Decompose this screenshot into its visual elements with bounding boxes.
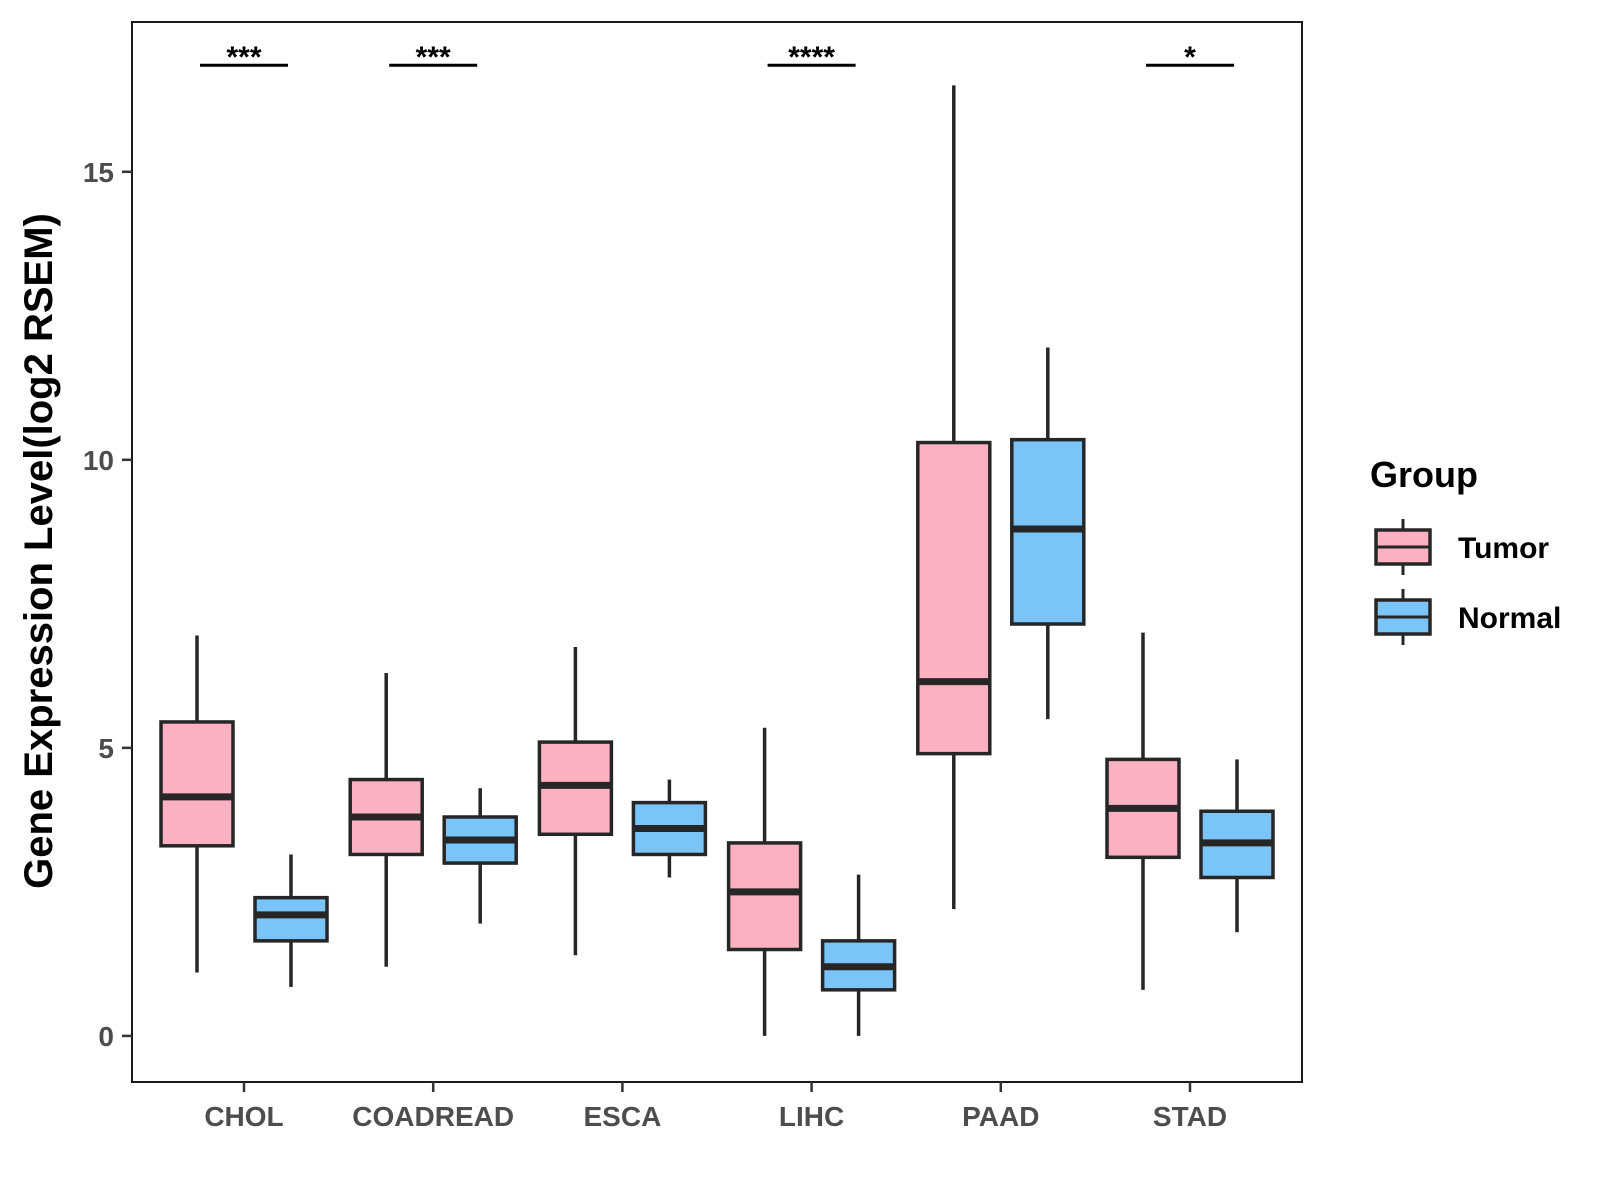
box-normal-stad [1199,759,1275,933]
legend-title: Group [1370,454,1478,495]
box-tumor-stad [1105,632,1181,990]
legend-item-normal: Normal [1374,589,1561,645]
y-tick-label: 10 [83,445,114,476]
box-tumor-paad [916,85,992,910]
box-body [253,895,329,943]
legend-label: Normal [1458,602,1561,635]
box-body [159,720,235,848]
box-tumor-chol [159,635,235,973]
box-normal-coadread [442,788,518,924]
x-tick-label: CHOL [204,1101,283,1132]
x-tick-label: LIHC [779,1101,844,1132]
box-tumor-esca [537,647,614,956]
significance-label: * [1184,41,1196,74]
x-tick-label: ESCA [584,1101,662,1132]
x-axis: CHOL COADREAD ESCA LIHC PAAD STAD [204,1082,1227,1132]
box-normal-chol [253,854,329,987]
significance-label: *** [226,41,261,74]
legend-label: Tumor [1458,532,1549,565]
significance-label: *** [416,41,451,74]
y-axis: 0 5 10 15 [83,157,132,1052]
x-tick-label: PAAD [962,1101,1039,1132]
y-tick-label: 5 [98,733,114,764]
x-tick-label: COADREAD [352,1101,514,1132]
box-normal-paad [1010,347,1086,720]
box-body [916,440,992,756]
box-body [726,841,803,952]
box-normal-lihc [820,874,897,1036]
y-tick-label: 15 [83,157,114,188]
x-tick-label: STAD [1153,1101,1227,1132]
box-tumor-coadread [348,672,424,967]
y-tick-label: 0 [98,1021,114,1052]
box-tumor-lihc [726,727,803,1036]
significance-annotations: *** *** **** * [200,41,1234,74]
y-axis-title: Gene Expression Level(log2 RSEM) [17,213,61,889]
significance-label: **** [788,41,835,74]
panel-border [131,21,1303,1083]
legend-item-tumor: Tumor [1374,519,1549,575]
plot-area [159,85,1275,1036]
legend: Group Tumor Normal [1370,454,1561,645]
box-normal-esca [631,779,708,878]
